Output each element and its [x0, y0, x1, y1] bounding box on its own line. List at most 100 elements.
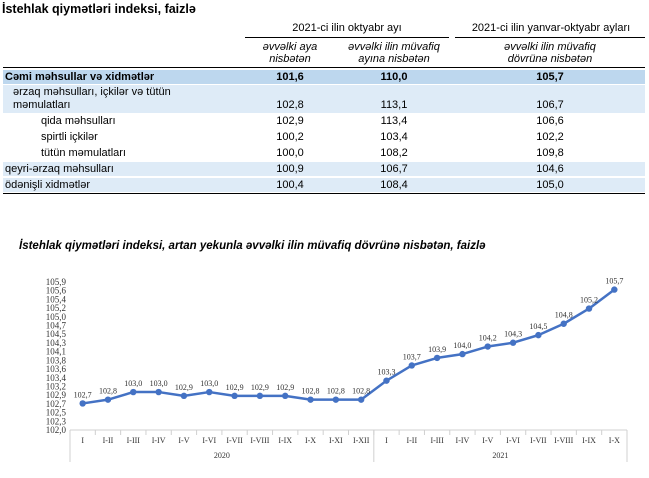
data-point: [155, 388, 162, 396]
x-tick-label: I-VI: [202, 436, 216, 445]
data-point: [79, 400, 86, 407]
row-total-c1: 101,6: [276, 71, 304, 83]
data-point: [433, 354, 441, 362]
header-group-jan-oct: 2021-ci ilin yanvar-oktyabr ayları: [471, 22, 631, 34]
data-point: [256, 392, 264, 400]
row-nonfood-c3: 104,6: [536, 163, 564, 175]
table-row-total-bg: [3, 70, 645, 84]
y-tick-label: 104,3: [46, 338, 67, 348]
data-label: 103,3: [377, 368, 395, 377]
header-divider: [455, 37, 645, 38]
group-label: 2020: [214, 451, 230, 460]
row-qida-label: qida məhsulları: [41, 115, 116, 127]
data-point: [307, 396, 314, 403]
chart-title: İstehlak qiymətləri indeksi, artan yekun…: [19, 240, 486, 252]
col2-header-line1: əvvəlki ilin müvafiq: [348, 41, 440, 53]
cpi-series: 102,7 102,8 103,0 103,0 102,9 103,0 102,9 102,9…: [74, 277, 623, 407]
x-tick-label: I: [81, 436, 84, 445]
data-label: 103,9: [428, 345, 446, 354]
y-tick-label: 103,8: [46, 355, 67, 365]
row-spirtli-label: spirtli içkilər: [41, 131, 98, 143]
header-group-october: 2021-ci ilin oktyabr ayı: [292, 22, 402, 34]
data-point: [484, 343, 491, 350]
data-label: 103,7: [403, 352, 421, 361]
data-point: [535, 331, 542, 339]
x-tick-label: I-III: [127, 436, 141, 445]
row-food-c1: 102,8: [276, 99, 304, 111]
x-tick-label: I-X: [305, 436, 316, 445]
col3-header-line2: dövrünə nisbətən: [507, 53, 593, 65]
row-tutun-c2: 108,2: [380, 147, 408, 159]
x-axis: I I-II I-III I-IV I-V I-VI I-VII I-VIII I-IX I-X I…: [69, 429, 628, 462]
data-label: 102,9: [276, 383, 294, 392]
row-tutun-c3: 109,8: [536, 147, 564, 159]
y-tick-label: 102,0: [46, 425, 67, 435]
data-point: [282, 392, 289, 400]
row-food-label-2: məmulatları: [13, 99, 71, 111]
table-row-services-bg: [3, 178, 645, 192]
group-label: 2021: [492, 451, 508, 460]
data-label: 103,0: [200, 379, 218, 388]
data-label: 103,0: [150, 379, 168, 388]
row-total-c3: 105,7: [536, 71, 564, 83]
row-food-label: ərzaq məhsulları, içkilər və tütün: [13, 86, 171, 98]
row-qida-c1: 102,9: [276, 115, 304, 127]
header-bottom-rule: [3, 67, 645, 68]
row-services-c1: 100,4: [276, 179, 304, 191]
row-tutun-c1: 100,0: [276, 147, 304, 159]
data-point: [206, 388, 213, 396]
row-qida-c2: 113,4: [380, 115, 408, 127]
y-tick-label: 105,6: [46, 286, 67, 296]
row-food-c3: 106,7: [536, 99, 564, 111]
row-services-c2: 108,4: [380, 179, 408, 191]
data-label: 102,8: [99, 387, 117, 396]
data-label: 104,5: [529, 322, 547, 331]
row-spirtli-c2: 103,4: [380, 131, 408, 143]
y-tick-label: 102,5: [46, 408, 67, 418]
x-tick-label: I-X: [609, 436, 620, 445]
data-point: [509, 339, 517, 346]
y-tick-label: 105,4: [46, 294, 67, 304]
row-total-c2: 110,0: [380, 71, 408, 83]
table-row-nonfood-bg: [3, 162, 645, 176]
row-spirtli-c1: 100,2: [276, 131, 304, 143]
data-label: 102,9: [226, 383, 244, 392]
y-tick-label: 102,9: [46, 390, 67, 400]
row-spirtli-c3: 102,2: [536, 131, 564, 143]
data-label: 102,9: [251, 383, 269, 392]
y-tick-label: 102,3: [46, 416, 67, 426]
x-tick-label: I-VII: [226, 436, 243, 445]
x-tick-label: I-IX: [278, 436, 292, 445]
col3-header-line1: əvvəlki ilin müvafiq: [504, 41, 596, 53]
row-tutun-label: tütün məmulatları: [41, 147, 126, 159]
x-tick-label: I-V: [178, 436, 189, 445]
col2-header-line2: ayına nisbətən: [358, 53, 430, 65]
data-label: 102,8: [327, 387, 345, 396]
data-label: 104,8: [555, 311, 573, 320]
y-axis: 102,0102,3102,5102,7102,9103,2103,4103,6…: [46, 277, 67, 435]
data-point: [180, 392, 188, 400]
row-total-label: Cəmi məhsullar və xidmətlər: [5, 71, 155, 83]
y-tick-label: 104,7: [46, 321, 67, 331]
x-tick-label: I-IV: [456, 436, 470, 445]
col1-header-line1: əvvəlki aya: [262, 41, 318, 53]
x-tick-label: I-IV: [152, 436, 166, 445]
y-tick-label: 105,2: [46, 303, 66, 313]
data-label: 104,0: [453, 341, 471, 350]
x-tick-label: I-II: [103, 436, 114, 445]
data-point: [585, 305, 593, 312]
table-bottom-rule: [3, 193, 645, 194]
series-line: [82, 288, 616, 405]
data-point: [408, 362, 415, 369]
data-point: [383, 377, 390, 384]
y-tick-label: 104,5: [46, 329, 67, 339]
x-tick-label: I-II: [406, 436, 417, 445]
y-tick-label: 104,1: [46, 347, 66, 357]
x-tick-label: I-VII: [530, 436, 547, 445]
data-point: [357, 396, 365, 403]
row-services-label: ödənişli xidmətlər: [5, 179, 90, 191]
row-qida-c3: 106,6: [536, 115, 564, 127]
row-nonfood-c2: 106,7: [380, 163, 408, 175]
x-tick-label: I-V: [482, 436, 493, 445]
data-point: [104, 396, 112, 403]
